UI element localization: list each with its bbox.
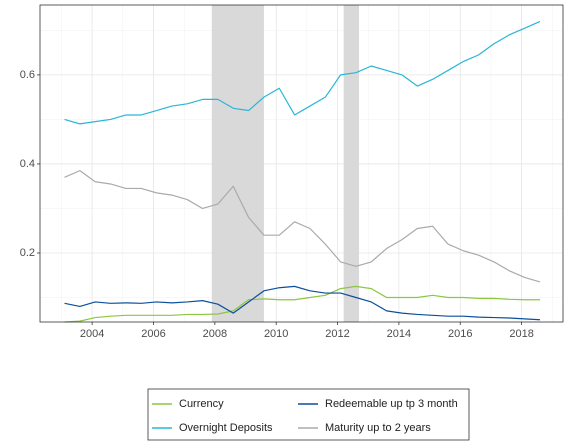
x-tick-label: 2004 <box>80 328 104 340</box>
legend-label: Overnight Deposits <box>179 422 273 434</box>
series-line <box>64 285 540 323</box>
x-tick-label: 2016 <box>448 328 472 340</box>
x-tick-label: 2012 <box>325 328 349 340</box>
shaded-region <box>211 5 264 322</box>
series-line <box>64 20 541 125</box>
y-tick-label: 0.6 <box>20 69 35 81</box>
legend-box <box>147 388 470 441</box>
x-tick-label: 2018 <box>509 328 533 340</box>
x-tick-label: 2014 <box>387 328 411 340</box>
x-tick-label: 2010 <box>264 328 288 340</box>
legend-label: Redeemable up tp 3 month <box>325 398 458 410</box>
x-tick-label: 2006 <box>141 328 165 340</box>
x-tick-label: 2008 <box>203 328 227 340</box>
plot-border <box>39 4 564 323</box>
legend-label: Currency <box>179 398 224 410</box>
shaded-region <box>343 5 360 322</box>
series-line <box>64 170 541 283</box>
plot-background <box>40 5 563 322</box>
series-line <box>64 285 541 321</box>
legend-label: Maturity up to 2 years <box>325 422 431 434</box>
y-tick-label: 0.2 <box>20 247 35 259</box>
y-tick-label: 0.4 <box>20 158 35 170</box>
legend: Currency Overnight Deposits Redeemable up … <box>147 388 470 441</box>
